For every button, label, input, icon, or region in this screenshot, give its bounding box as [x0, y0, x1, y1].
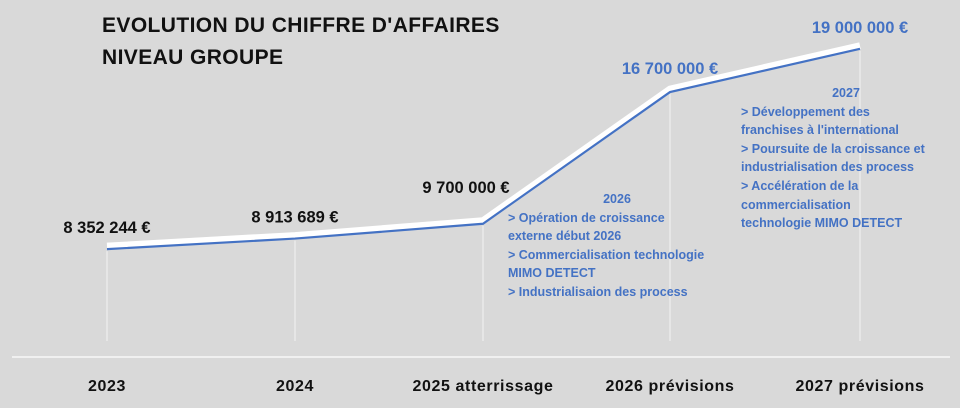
annotation-line: industrialisation des process	[741, 160, 914, 175]
annotation-line: > Industrialisaion des process	[508, 284, 688, 299]
chart-title-line-2: NIVEAU GROUPE	[102, 46, 284, 69]
annotation-line: franchises à l'international	[741, 123, 899, 138]
data-label-2023: 8 352 244 €	[63, 219, 150, 237]
annotation-line: > Commercialisation technologie	[508, 247, 705, 262]
annotation-line: externe début 2026	[508, 229, 622, 244]
annotation-line: MIMO DETECT	[508, 266, 596, 281]
annotation-year-2026: 2026	[603, 192, 631, 206]
data-label-2026-previsions: 16 700 000 €	[622, 60, 718, 78]
annotation-year-2027: 2027	[832, 86, 860, 100]
chart-title-line-1: EVOLUTION DU CHIFFRE D'AFFAIRES	[102, 14, 500, 37]
annotation-line: commercialisation	[741, 197, 851, 212]
x-tick-label-2025-atterrissage: 2025 atterrissage	[413, 378, 554, 395]
series-line	[106, 47, 861, 251]
annotation-line: > Développement des	[741, 104, 870, 119]
chart-title: EVOLUTION DU CHIFFRE D'AFFAIRES NIVEAU G…	[102, 10, 500, 74]
x-tick-label-2026-previsions: 2026 prévisions	[605, 378, 734, 395]
x-tick-label-2024: 2024	[276, 378, 314, 395]
data-label-2025-atterrissage: 9 700 000 €	[422, 179, 509, 197]
annotation-2026: 2026 > Opération de croissance externe déb…	[508, 190, 726, 302]
annotation-line: technologie MIMO DETECT	[741, 216, 903, 231]
x-tick-label-2023: 2023	[88, 378, 126, 395]
annotation-line: > Opération de croissance	[508, 210, 665, 225]
annotation-line: > Accélération de la	[741, 178, 859, 193]
data-label-2024: 8 913 689 €	[251, 209, 338, 227]
data-label-2027-previsions: 19 000 000 €	[812, 19, 908, 37]
x-tick-label-2027-previsions: 2027 prévisions	[795, 378, 924, 395]
annotation-2027: 2027 > Développement des franchises à l'in…	[741, 84, 951, 233]
series-line-glow	[106, 42, 861, 250]
annotation-line: > Poursuite de la croissance et	[741, 141, 925, 156]
